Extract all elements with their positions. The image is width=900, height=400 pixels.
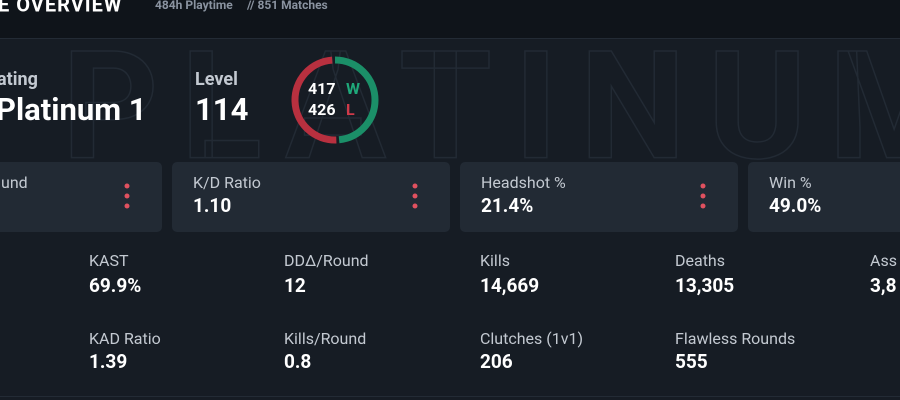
menu-dot[interactable] (700, 193, 706, 199)
wins: 417 (308, 79, 336, 98)
stat-label: DDΔ/Round (284, 251, 369, 270)
matches: // 851 Matches (246, 0, 328, 12)
losses-arc (291, 56, 379, 144)
stat-value: 12 (284, 274, 306, 297)
rating-value: Platinum 1 (0, 91, 147, 128)
stat-value: 555 (675, 350, 708, 373)
menu-dot[interactable] (124, 193, 130, 199)
stat-label: KAST (89, 251, 129, 270)
menu-dot[interactable] (412, 183, 418, 189)
page-title: E OVERVIEW (0, 0, 122, 16)
stat-value: 1.39 (89, 350, 127, 373)
stat-value: 13,305 (675, 274, 734, 297)
menu-dot[interactable] (700, 203, 706, 209)
level-label: Level (195, 69, 238, 90)
stat-label: Kills/Round (284, 329, 366, 348)
stat-label: KAD Ratio (89, 329, 161, 348)
card-label: Headshot % (481, 173, 566, 192)
losses: 426 (308, 100, 336, 119)
card-label: und (1, 173, 28, 192)
card-label: K/D Ratio (193, 173, 261, 192)
stat-label: Deaths (675, 251, 725, 270)
stat-value: 3,8 (870, 274, 897, 297)
wins-label: W (346, 79, 360, 98)
menu-dot[interactable] (700, 183, 706, 189)
stat-value: 14,669 (480, 274, 539, 297)
card-label: Win % (769, 173, 812, 192)
stats-grid: KAST 69.9% DDΔ/Round 12 Kills 14,669 Deaths 13,… (89, 251, 897, 373)
stat-label: Kills (480, 251, 510, 270)
stat-card (172, 162, 450, 232)
card-value: 1.10 (193, 194, 231, 217)
stat-value: 0.8 (284, 350, 311, 373)
losses-label: L (346, 100, 355, 119)
cards: und K/D Ratio 1.10 Headshot % 21.4% Win % 49.0… (0, 162, 900, 232)
stat-label: Flawless Rounds (675, 329, 795, 348)
stat-card (748, 162, 900, 232)
menu-dot[interactable] (412, 203, 418, 209)
stat-label: Clutches (1v1) (480, 329, 583, 348)
card-value: 21.4% (481, 194, 533, 217)
stat-card (460, 162, 738, 232)
top-bar (0, 0, 900, 38)
card-value: 49.0% (769, 194, 821, 217)
playtime: 484h Playtime (155, 0, 233, 12)
menu-dot[interactable] (124, 203, 130, 209)
menu-dot[interactable] (412, 193, 418, 199)
menu-dot[interactable] (124, 183, 130, 189)
level-value: 114 (195, 91, 248, 128)
win-loss-ring (291, 56, 379, 144)
stat-label: Ass (870, 251, 897, 270)
stat-value: 206 (480, 350, 513, 373)
stat-value: 69.9% (89, 274, 141, 297)
stat-card (0, 162, 162, 232)
rating-label: ating (0, 69, 38, 90)
wins-arc (291, 56, 379, 144)
